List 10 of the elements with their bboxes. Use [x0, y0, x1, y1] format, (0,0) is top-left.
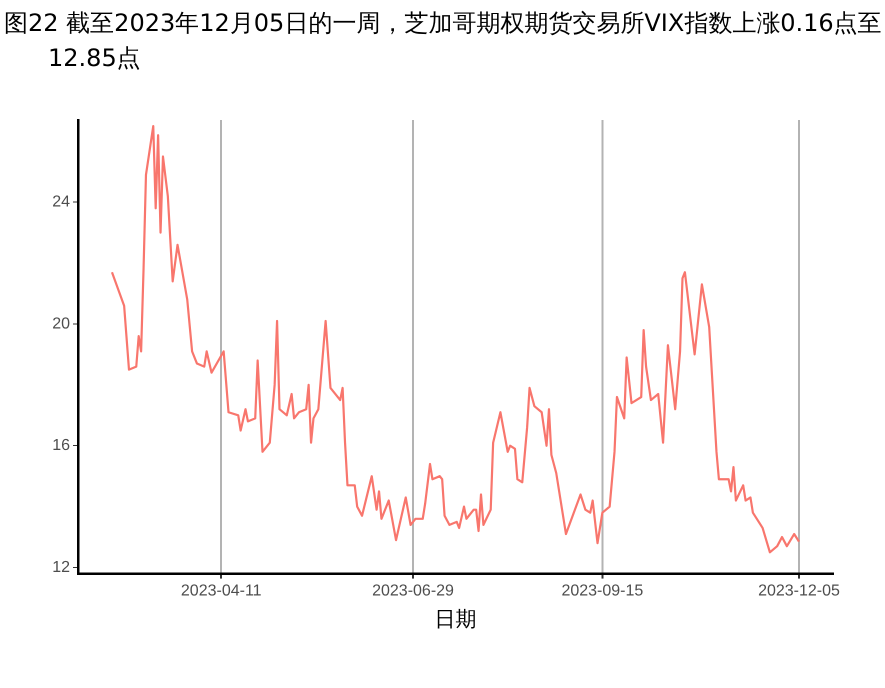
- x-tick-label: 2023-09-15: [561, 582, 644, 600]
- x-axis-title: 日期: [434, 606, 476, 631]
- x-tick-label: 2023-06-29: [372, 582, 454, 600]
- y-tick-label: 16: [52, 437, 70, 454]
- chart-title: 图22 截至2023年12月05日的一周，芝加哥期权期货交易所VIX指数上涨0.16点至12.85点: [4, 8, 882, 74]
- y-tick-label: 24: [52, 194, 70, 211]
- y-tick-label: 12: [52, 558, 70, 576]
- x-tick-label: 2023-04-11: [180, 582, 262, 600]
- x-tick-label: 2023-12-05: [758, 582, 840, 600]
- y-tick-label: 20: [52, 315, 70, 332]
